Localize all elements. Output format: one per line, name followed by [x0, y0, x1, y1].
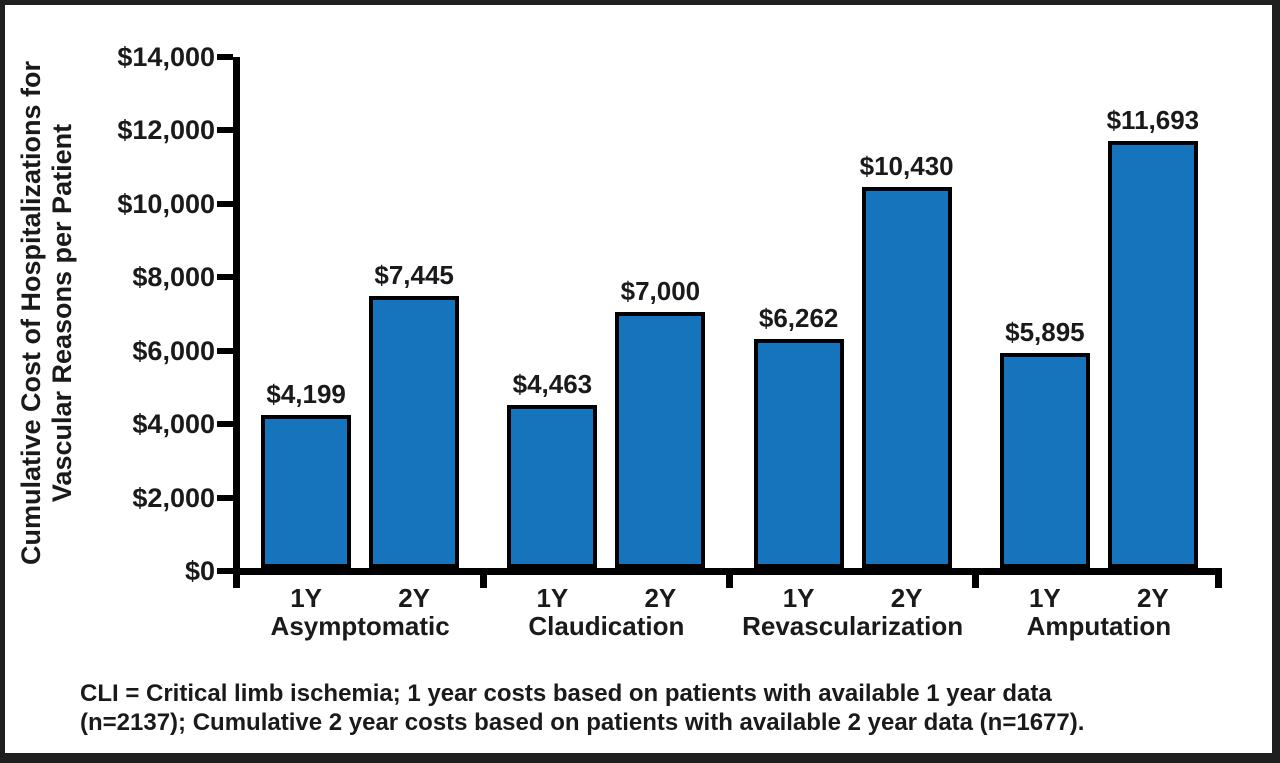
bar-slot: $10,430: [859, 57, 954, 568]
bar-group-claudication: $4,463 $7,000: [483, 57, 729, 568]
x-axis-period-labels: 1Y 2Y 1Y 2Y 1Y 2Y 1Y 2Y: [237, 584, 1222, 612]
bar-value-label: $4,463: [512, 369, 593, 399]
bar-amputation-1y: [999, 353, 1090, 568]
x-tick-label-1y: 1Y: [1028, 583, 1061, 613]
bar-slot: $7,000: [615, 57, 706, 568]
bar-asymptomatic-2y: [369, 296, 460, 568]
bar-value-label: $7,000: [620, 276, 701, 306]
y-tick-mark: [217, 568, 233, 574]
period-label-group: 1Y 2Y: [483, 584, 729, 612]
bar-slot: $7,445: [369, 57, 460, 568]
y-tick-mark: [217, 54, 233, 60]
y-axis-title-line1: Cumulative Cost of Hospitalizations for: [16, 60, 46, 566]
x-axis-separator-tick: [1215, 568, 1222, 588]
bar-slot: $6,262: [753, 57, 844, 568]
period-label-group: 1Y 2Y: [976, 584, 1222, 612]
bar-value-label: $6,262: [758, 303, 839, 333]
footnote-line2: (n=2137); Cumulative 2 year costs based …: [80, 709, 1085, 736]
y-tick-label: $8,000: [132, 262, 215, 292]
bar-revascularization-2y: [861, 187, 952, 568]
x-axis-separator-tick: [972, 568, 979, 588]
group-label-claudication: Claudication: [528, 611, 685, 641]
bar-slot: $5,895: [999, 57, 1090, 568]
footnote-line1: CLI = Critical limb ischemia; 1 year cos…: [80, 680, 1052, 707]
y-axis-title: Cumulative Cost of Hospitalizations for …: [16, 13, 80, 613]
y-tick-mark: [217, 348, 233, 354]
y-tick-mark: [217, 201, 233, 207]
y-tick-mark: [217, 495, 233, 501]
plot-area: $4,199 $7,445 $4,463 $7,000 $6,262 $10,430 $5,…: [237, 57, 1222, 568]
x-tick-label-2y: 2Y: [890, 583, 923, 613]
y-tick-mark: [217, 127, 233, 133]
period-label-group: 1Y 2Y: [730, 584, 976, 612]
bar-value-label: $7,445: [374, 260, 454, 290]
period-label-group: 1Y 2Y: [237, 584, 483, 612]
bar-group-amputation: $5,895 $11,693: [976, 57, 1222, 568]
bar-value-label: $11,693: [1106, 105, 1200, 135]
bar-asymptomatic-1y: [261, 415, 352, 568]
x-axis-separator-tick: [480, 568, 487, 588]
chart-canvas: Cumulative Cost of Hospitalizations for …: [5, 5, 1272, 753]
y-axis-title-line2: Vascular Reasons per Patient: [47, 123, 77, 503]
y-tick-label: $14,000: [117, 42, 215, 72]
bar-value-label: $5,895: [1005, 317, 1085, 347]
bar-claudication-1y: [507, 405, 598, 568]
x-tick-label-1y: 1Y: [290, 583, 323, 613]
bar-claudication-2y: [615, 312, 706, 568]
bar-group-asymptomatic: $4,199 $7,445: [237, 57, 483, 568]
x-tick-label-2y: 2Y: [1136, 583, 1169, 613]
bar-revascularization-1y: [753, 339, 844, 568]
bar-value-label: $4,199: [266, 379, 346, 409]
x-tick-label-1y: 1Y: [536, 583, 569, 613]
y-tick-mark: [217, 421, 233, 427]
y-axis-line: [233, 57, 240, 588]
group-label-asymptomatic: Asymptomatic: [270, 611, 450, 641]
bar-slot: $11,693: [1106, 57, 1200, 568]
footnote: CLI = Critical limb ischemia; 1 year cos…: [80, 679, 1084, 737]
bar-slot: $4,199: [261, 57, 352, 568]
y-tick-label: $2,000: [132, 483, 215, 513]
x-tick-label-2y: 2Y: [398, 583, 431, 613]
y-tick-label: $4,000: [132, 409, 215, 439]
x-axis-group-labels: Asymptomatic Claudication Revascularizatio…: [237, 612, 1222, 640]
group-label-revascularization: Revascularization: [742, 611, 964, 641]
bar-group-revascularization: $6,262 $10,430: [730, 57, 976, 568]
y-tick-mark: [217, 274, 233, 280]
x-axis-separator-tick: [726, 568, 733, 588]
group-label-amputation: Amputation: [1026, 611, 1172, 641]
bar-slot: $4,463: [507, 57, 598, 568]
y-tick-label: $6,000: [132, 336, 215, 366]
bar-amputation-2y: [1107, 141, 1198, 568]
x-tick-label-2y: 2Y: [644, 583, 677, 613]
y-tick-label: $10,000: [117, 189, 215, 219]
y-tick-label: $0: [184, 556, 215, 586]
x-tick-label-1y: 1Y: [782, 583, 815, 613]
bar-value-label: $10,430: [859, 151, 954, 181]
y-tick-label: $12,000: [117, 115, 215, 145]
